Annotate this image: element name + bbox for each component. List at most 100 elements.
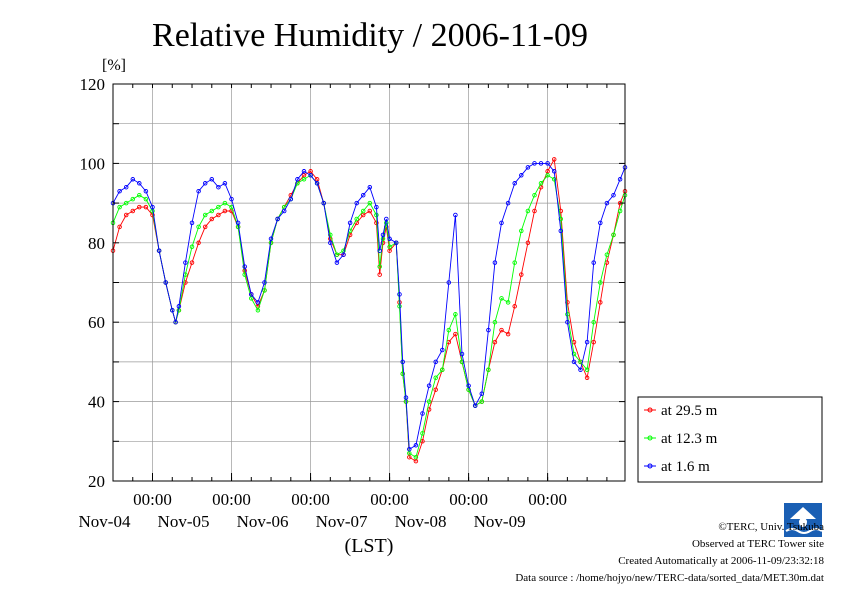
data-point xyxy=(565,319,570,325)
data-point xyxy=(591,260,596,265)
series-line xyxy=(112,162,626,450)
series-1 xyxy=(110,173,628,460)
x-tick-time-label: 00:00 xyxy=(133,490,172,509)
data-point xyxy=(413,454,419,460)
data-point xyxy=(492,319,498,325)
data-point xyxy=(288,196,294,202)
data-point xyxy=(604,252,610,257)
data-point xyxy=(268,236,274,242)
data-point xyxy=(367,208,373,214)
y-axis-unit: [%] xyxy=(102,57,126,74)
data-point xyxy=(222,181,228,186)
data-point xyxy=(202,181,208,186)
data-point xyxy=(216,212,221,218)
legend-swatch-marker xyxy=(647,407,653,413)
data-point xyxy=(525,208,531,214)
data-point xyxy=(393,240,399,246)
data-point xyxy=(532,192,537,198)
y-tick-label: 60 xyxy=(88,313,105,332)
data-point xyxy=(196,188,201,194)
data-point xyxy=(446,280,452,285)
data-point xyxy=(170,308,175,313)
data-point xyxy=(611,232,616,238)
data-point xyxy=(143,188,149,194)
data-point xyxy=(123,212,129,218)
data-point xyxy=(479,391,485,396)
data-point xyxy=(578,367,583,373)
x-tick-time-label: 00:00 xyxy=(449,490,488,509)
data-point xyxy=(150,204,155,210)
data-point xyxy=(551,169,557,174)
data-point xyxy=(301,177,307,182)
data-point xyxy=(202,224,208,230)
data-point xyxy=(551,157,557,162)
data-point xyxy=(558,228,564,234)
x-tick-time-label: 00:00 xyxy=(528,490,567,509)
legend-label: at 29.5 m xyxy=(661,403,718,419)
data-point xyxy=(196,240,201,246)
data-point xyxy=(604,200,610,206)
data-point xyxy=(387,236,392,242)
data-point xyxy=(137,181,142,186)
legend-item: at 1.6 m xyxy=(644,459,710,475)
terc-logo xyxy=(784,503,822,537)
data-point xyxy=(532,208,537,214)
data-point xyxy=(202,212,208,218)
data-point xyxy=(453,312,458,317)
data-point xyxy=(571,351,577,357)
x-axis-label: (LST) xyxy=(345,535,394,557)
data-point xyxy=(512,304,517,309)
series-2 xyxy=(110,161,628,452)
data-point xyxy=(321,200,326,206)
x-tick-date-label: Nov-08 xyxy=(395,512,447,531)
data-point xyxy=(407,446,412,452)
data-point xyxy=(519,228,524,234)
data-point xyxy=(512,260,517,265)
grid-lines xyxy=(113,84,625,481)
legend-label: at 1.6 m xyxy=(661,459,710,475)
data-point xyxy=(209,208,215,214)
x-tick-date-label: Nov-09 xyxy=(474,512,526,531)
data-point xyxy=(525,240,531,246)
legend-swatch-marker xyxy=(647,435,653,441)
data-point xyxy=(591,339,596,345)
data-point xyxy=(255,300,261,305)
data-point xyxy=(255,308,261,313)
y-axis: 20 40 60 80 100 120 xyxy=(80,75,625,491)
data-point xyxy=(499,327,504,333)
data-point xyxy=(117,204,122,210)
data-point xyxy=(538,161,544,166)
data-point xyxy=(499,296,504,301)
data-point xyxy=(413,443,419,448)
data-point xyxy=(545,173,550,178)
data-point xyxy=(551,177,557,182)
data-point xyxy=(222,208,228,214)
data-point xyxy=(397,292,402,297)
y-tick-label: 100 xyxy=(80,154,106,173)
data-point xyxy=(598,280,603,285)
data-point xyxy=(472,403,478,408)
data-point xyxy=(433,359,438,365)
data-point xyxy=(137,204,142,210)
data-point xyxy=(397,304,402,309)
data-point xyxy=(446,327,452,333)
data-point xyxy=(512,181,517,186)
data-point xyxy=(275,216,280,222)
data-point xyxy=(380,232,386,238)
data-point xyxy=(584,339,590,345)
y-tick-label: 40 xyxy=(88,393,105,412)
data-point xyxy=(453,331,458,337)
legend-item: at 29.5 m xyxy=(644,403,718,419)
data-point xyxy=(519,173,524,178)
footer-source: Data source : /home/hojyo/new/TERC-data/… xyxy=(515,572,824,584)
x-tick-date-label: Nov-05 xyxy=(158,512,210,531)
data-point xyxy=(123,184,129,190)
data-point xyxy=(347,220,353,226)
y-tick-label: 80 xyxy=(88,234,105,253)
data-point xyxy=(163,280,168,285)
data-point xyxy=(433,375,438,381)
data-point xyxy=(598,220,603,226)
data-point xyxy=(492,260,498,265)
data-point xyxy=(367,200,373,206)
footer-copyright: ©TERC, Univ. Tsukuba xyxy=(718,521,824,533)
